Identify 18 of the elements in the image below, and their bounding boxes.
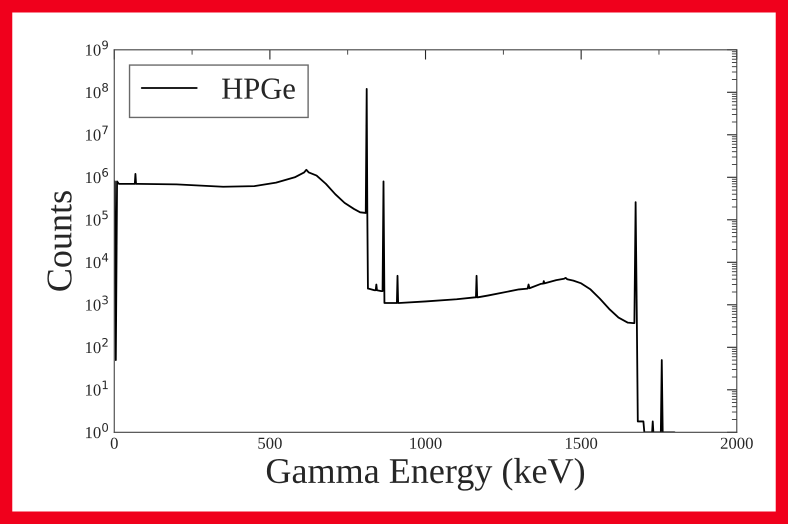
x-axis-title: Gamma Energy (keV) <box>266 458 584 491</box>
x-tick-label: 2000 <box>720 438 753 449</box>
y-tick-label: 10$^{1}$ <box>86 380 108 396</box>
y-tick-label: 10$^{9}$ <box>86 40 108 56</box>
y-tick-label: 10$^{3}$ <box>86 296 108 311</box>
x-tick-label: 500 <box>258 438 282 449</box>
y-tick-label: 10$^{4}$ <box>86 253 108 268</box>
y-tick-label: 10$^{8}$ <box>86 83 108 98</box>
y-tick-label: 10$^{7}$ <box>86 126 108 141</box>
x-tick-label: 1000 <box>410 438 442 449</box>
x-tick-label: 0 <box>110 438 118 449</box>
y-tick-label: 10$^{5}$ <box>86 210 108 226</box>
y-tick-label: 10$^{6}$ <box>86 168 108 184</box>
y-tick-label: 10$^{0}$ <box>86 423 108 438</box>
y-tick-label: 10$^{2}$ <box>86 338 108 354</box>
x-tick-label: 1500 <box>566 438 598 449</box>
y-axis-title: Counts <box>47 191 72 291</box>
legend-label: HPGe <box>222 78 295 99</box>
